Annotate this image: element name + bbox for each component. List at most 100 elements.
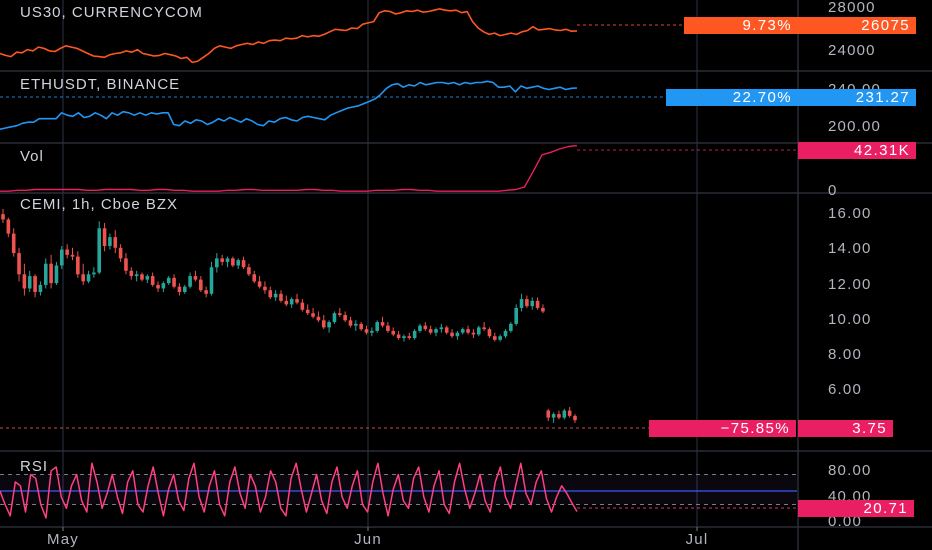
cemi-candle-body bbox=[391, 330, 396, 335]
cemi-candle-body bbox=[386, 325, 390, 331]
cemi-tick-label: 14.00 bbox=[828, 240, 872, 257]
time-label-jul: Jul bbox=[686, 531, 709, 548]
rsi-tick-label: 0.00 bbox=[828, 513, 862, 530]
cemi-candle-body bbox=[166, 277, 171, 284]
ethusdt-value-badge-text: 231.27 bbox=[856, 89, 910, 106]
cemi-candle-body bbox=[423, 325, 428, 330]
cemi-candle-body bbox=[375, 322, 380, 331]
rsi-value-badge-bg bbox=[798, 500, 914, 517]
vol-value-badge-text: 42.31K bbox=[854, 142, 910, 159]
cemi-candle-body bbox=[113, 237, 118, 248]
cemi-candle-body bbox=[38, 284, 43, 292]
us30-change-badge: 9.73% bbox=[684, 17, 798, 34]
cemi-candle-body bbox=[289, 299, 294, 305]
cemi-candle-body bbox=[471, 332, 476, 335]
cemi-candle-body bbox=[76, 256, 80, 275]
cemi-candle-body bbox=[188, 276, 192, 287]
cemi-candle-body bbox=[450, 332, 454, 337]
cemi-change-badge: −75.85% bbox=[649, 420, 796, 437]
panel-separators bbox=[0, 70, 932, 452]
cemi-candle-body bbox=[498, 336, 502, 340]
cemi-candle-body bbox=[337, 313, 342, 315]
cemi-candle-body bbox=[514, 307, 518, 324]
rsi-band bbox=[0, 474, 797, 505]
ethusdt-change-badge-bg bbox=[666, 89, 798, 106]
cemi-candle-body bbox=[551, 414, 556, 418]
cemi-candle-body bbox=[204, 290, 208, 294]
cemi-candle-body bbox=[43, 263, 48, 285]
us30-change-badge-bg bbox=[684, 17, 798, 34]
cemi-candle-body bbox=[482, 327, 486, 330]
cemi-candle-body bbox=[22, 274, 27, 289]
cemi-candle-body bbox=[444, 327, 449, 333]
cemi-candle-body bbox=[70, 254, 75, 257]
cemi-change-badge-text: −75.85% bbox=[721, 420, 790, 437]
cemi-candle-body bbox=[321, 320, 326, 328]
cemi-tick-label: 6.00 bbox=[828, 381, 862, 398]
cemi-candle-body bbox=[172, 277, 176, 287]
cemi-candle-body bbox=[476, 327, 481, 335]
vol-value-badge-bg bbox=[798, 142, 916, 159]
panel-title-cemi: CEMI, 1h, Cboe BZX bbox=[20, 196, 179, 213]
us30-value-badge: 26075 bbox=[798, 17, 916, 34]
last-value-badges: 9.73% 26075 22.70% 231.27 42.31K −75.85% 3.75 2… bbox=[649, 17, 916, 517]
cemi-candle-body bbox=[193, 276, 198, 280]
us30-tick-label: 24000 bbox=[828, 42, 876, 59]
ethusdt-tick-label: 200.00 bbox=[828, 118, 881, 135]
cemi-candle-body bbox=[316, 316, 321, 321]
cemi-candle-body bbox=[562, 410, 567, 418]
cemi-candle-body bbox=[220, 258, 224, 262]
cemi-value-badge-bg bbox=[798, 420, 893, 437]
cemi-candle-body bbox=[17, 253, 21, 275]
cemi-candle-body bbox=[573, 415, 577, 421]
cemi-candle-body bbox=[1, 214, 5, 220]
cemi-candle-body bbox=[557, 414, 561, 418]
cemi-candle-body bbox=[305, 309, 310, 314]
time-label-may: May bbox=[47, 531, 79, 548]
cemi-candle-body bbox=[145, 276, 150, 280]
cemi-candle-body bbox=[503, 330, 508, 337]
cemi-candle-body bbox=[182, 286, 187, 292]
cemi-candle-body bbox=[231, 258, 235, 266]
us30-tick-label: 28000 bbox=[828, 0, 876, 16]
cemi-tick-label: 12.00 bbox=[828, 276, 872, 293]
us30-value-badge-bg bbox=[798, 17, 916, 34]
cemi-value-badge: 3.75 bbox=[798, 420, 893, 437]
cemi-candle-body bbox=[156, 284, 160, 289]
cemi-candle-body bbox=[97, 228, 102, 273]
ethusdt-line bbox=[0, 80, 578, 130]
panel-title-vol: Vol bbox=[20, 148, 44, 165]
cemi-candle-body bbox=[380, 322, 385, 326]
cemi-candle-body bbox=[407, 336, 412, 338]
cemi-tick-label: 16.00 bbox=[828, 205, 872, 222]
cemi-candle-body bbox=[493, 336, 497, 340]
cemi-candle-body bbox=[27, 276, 32, 289]
cemi-candle-body bbox=[332, 313, 337, 323]
cemi-candle-body bbox=[466, 329, 470, 333]
cemi-tick-label: 10.00 bbox=[828, 311, 872, 328]
cemi-candle-body bbox=[455, 332, 460, 337]
cemi-candle-body bbox=[327, 322, 331, 328]
cemi-candle-body bbox=[263, 286, 267, 291]
cemi-candle-body bbox=[11, 233, 16, 254]
time-label-jun: Jun bbox=[354, 531, 382, 548]
us30-change-badge-text: 9.73% bbox=[742, 17, 792, 34]
cemi-candle-body bbox=[311, 313, 315, 317]
cemi-candle-body bbox=[348, 320, 353, 326]
cemi-candle-body bbox=[60, 249, 64, 266]
cemi-candle-body bbox=[567, 410, 572, 416]
cemi-candle-body bbox=[252, 274, 257, 282]
cemi-candle-body bbox=[402, 336, 406, 338]
cemi-candle-body bbox=[161, 283, 166, 289]
cemi-candle-body bbox=[198, 279, 203, 291]
time-axis[interactable]: May Jun Jul bbox=[47, 527, 708, 548]
cemi-tick-label: 8.00 bbox=[828, 346, 862, 363]
vol-tick-label: 0 bbox=[828, 182, 838, 199]
last-value-guides bbox=[0, 24, 797, 509]
cemi-candle-body bbox=[134, 274, 139, 277]
cemi-candle-body bbox=[300, 302, 305, 310]
panel-title-ethusdt: ETHUSDT, BINANCE bbox=[20, 76, 181, 93]
cemi-candle-body bbox=[33, 276, 37, 292]
vol-line bbox=[0, 145, 578, 192]
cemi-candle-body bbox=[412, 330, 417, 338]
